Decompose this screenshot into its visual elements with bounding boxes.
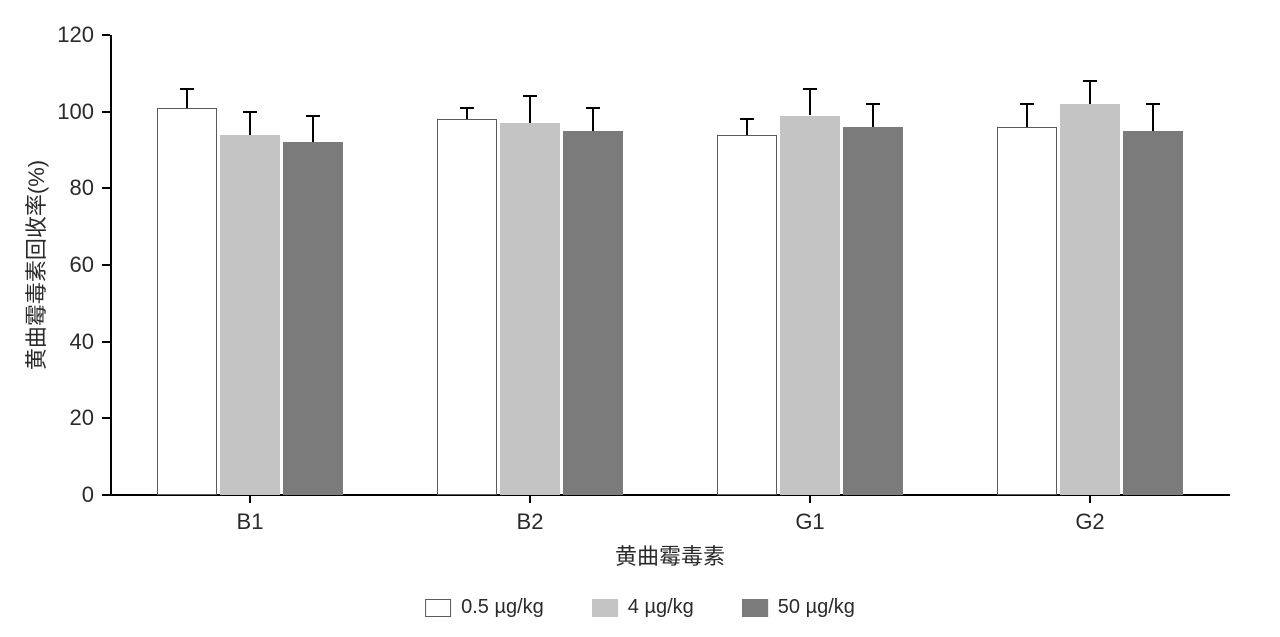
legend-item: 4 µg/kg — [592, 596, 694, 619]
error-bar-cap — [1146, 103, 1160, 105]
error-bar-cap — [243, 111, 257, 113]
y-tick — [102, 34, 110, 36]
y-tick — [102, 341, 110, 343]
bar — [1123, 131, 1183, 495]
error-bar-cap — [1020, 103, 1034, 105]
legend-swatch — [742, 599, 768, 617]
error-bar — [592, 108, 594, 131]
legend-label: 4 µg/kg — [628, 596, 694, 619]
error-bar — [529, 96, 531, 123]
x-tick — [249, 495, 251, 503]
y-tick-label: 120 — [0, 22, 94, 48]
x-tick — [529, 495, 531, 503]
bar — [283, 142, 343, 495]
error-bar-cap — [523, 95, 537, 97]
error-bar — [746, 119, 748, 134]
error-bar-cap — [803, 88, 817, 90]
legend-item: 0.5 µg/kg — [425, 596, 544, 619]
y-axis-title: 黄曲霉毒素回收率(%) — [19, 160, 51, 370]
x-tick-label: G1 — [795, 509, 824, 535]
legend-swatch — [592, 599, 618, 617]
legend-label: 50 µg/kg — [778, 596, 855, 619]
bar — [717, 135, 777, 495]
error-bar — [872, 104, 874, 127]
y-tick — [102, 111, 110, 113]
error-bar — [1152, 104, 1154, 131]
x-tick — [1089, 495, 1091, 503]
y-tick — [102, 264, 110, 266]
error-bar — [1089, 81, 1091, 104]
error-bar-cap — [740, 118, 754, 120]
bar — [780, 116, 840, 496]
legend-label: 0.5 µg/kg — [461, 596, 544, 619]
x-tick-label: B1 — [237, 509, 264, 535]
x-tick-label: B2 — [517, 509, 544, 535]
error-bar-cap — [306, 115, 320, 117]
y-tick — [102, 187, 110, 189]
bar — [563, 131, 623, 495]
error-bar — [186, 89, 188, 108]
error-bar-cap — [180, 88, 194, 90]
bar — [157, 108, 217, 495]
error-bar — [249, 112, 251, 135]
bar — [437, 119, 497, 495]
error-bar — [466, 108, 468, 120]
y-tick-label: 0 — [0, 482, 94, 508]
y-tick — [102, 494, 110, 496]
y-axis — [110, 35, 112, 495]
legend-swatch — [425, 599, 451, 617]
x-axis-title: 黄曲霉毒素 — [615, 539, 725, 571]
bar — [500, 123, 560, 495]
legend: 0.5 µg/kg 4 µg/kg 50 µg/kg — [425, 596, 855, 619]
bar — [220, 135, 280, 495]
y-tick-label: 20 — [0, 405, 94, 431]
error-bar-cap — [586, 107, 600, 109]
error-bar — [809, 89, 811, 116]
bar — [997, 127, 1057, 495]
x-tick-label: G2 — [1075, 509, 1104, 535]
x-tick — [809, 495, 811, 503]
recovery-bar-chart: 020406080100120黄曲霉毒素回收率(%)B1B2G1G2黄曲霉毒素0… — [0, 0, 1280, 637]
error-bar — [312, 116, 314, 143]
error-bar-cap — [1083, 80, 1097, 82]
bar — [843, 127, 903, 495]
y-tick-label: 100 — [0, 99, 94, 125]
error-bar-cap — [866, 103, 880, 105]
y-tick — [102, 417, 110, 419]
error-bar — [1026, 104, 1028, 127]
bar — [1060, 104, 1120, 495]
legend-item: 50 µg/kg — [742, 596, 855, 619]
error-bar-cap — [460, 107, 474, 109]
